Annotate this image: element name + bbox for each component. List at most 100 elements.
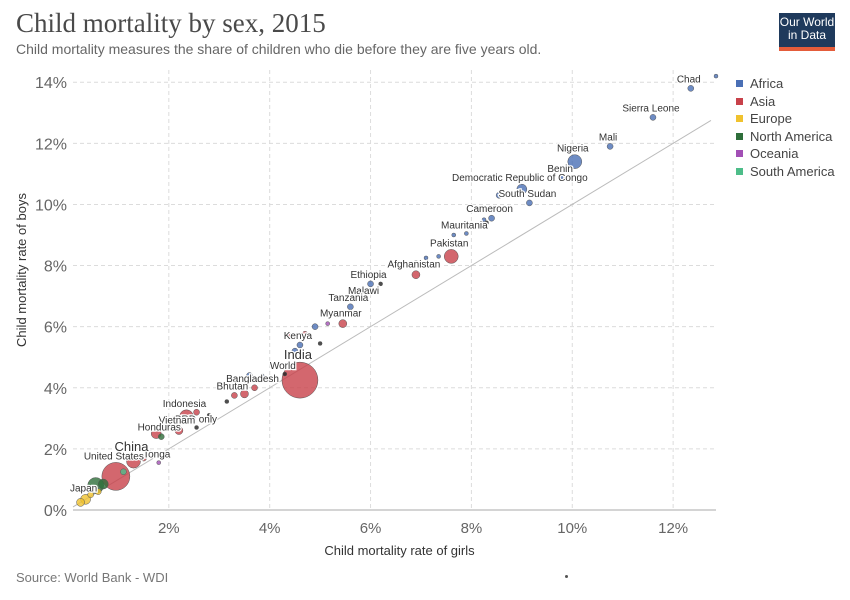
x-tick-label: 12% bbox=[658, 520, 688, 537]
data-point bbox=[287, 333, 293, 339]
y-tick-label: 2% bbox=[44, 442, 67, 459]
point-label: Democratic Republic of Congo bbox=[452, 173, 588, 184]
owid-logo[interactable]: Our World in Data bbox=[779, 13, 835, 51]
legend-item[interactable]: Asia bbox=[736, 93, 835, 111]
legend-item[interactable]: Europe bbox=[736, 110, 835, 128]
data-point bbox=[87, 491, 94, 498]
point-label: Afghanistan bbox=[388, 260, 441, 271]
data-point bbox=[120, 468, 127, 476]
y-tick-label: 8% bbox=[44, 259, 67, 276]
logo-line-2: in Data bbox=[787, 28, 827, 42]
point-label: Tonga bbox=[143, 450, 171, 461]
data-point bbox=[140, 454, 147, 462]
legend-item[interactable]: Oceania bbox=[736, 145, 835, 163]
legend-swatch bbox=[736, 150, 743, 158]
data-point bbox=[567, 154, 583, 169]
point-label: Chad bbox=[677, 74, 701, 85]
point-label: Indonesia bbox=[163, 399, 207, 410]
data-point bbox=[418, 263, 424, 268]
data-point bbox=[251, 384, 258, 392]
x-tick-label: 8% bbox=[461, 520, 483, 537]
y-tick-label: 6% bbox=[44, 320, 67, 337]
parity-line bbox=[72, 119, 712, 508]
legend: Africa Asia Europe North America Oceania Sout… bbox=[736, 75, 835, 180]
data-point bbox=[240, 389, 249, 399]
legend-label: Europe bbox=[750, 111, 792, 127]
data-point bbox=[296, 341, 304, 349]
data-point bbox=[126, 453, 141, 469]
data-point bbox=[282, 371, 288, 377]
y-tick-label: 14% bbox=[35, 75, 67, 92]
data-point bbox=[174, 426, 184, 435]
data-point bbox=[317, 341, 323, 346]
point-label: Malawi bbox=[348, 286, 379, 297]
data-point bbox=[495, 192, 503, 199]
legend-item[interactable]: South America bbox=[736, 163, 835, 181]
legend-item[interactable]: North America bbox=[736, 128, 835, 146]
legend-swatch bbox=[736, 132, 743, 140]
data-point bbox=[347, 303, 354, 311]
data-point bbox=[98, 478, 109, 490]
data-point bbox=[158, 433, 165, 440]
data-point bbox=[193, 408, 200, 416]
point-label: IBRD only bbox=[172, 415, 217, 426]
data-point bbox=[146, 449, 151, 455]
point-label: Japan bbox=[70, 483, 97, 494]
legend-label: Asia bbox=[750, 93, 776, 109]
data-point bbox=[291, 347, 299, 355]
source-note: Source: World Bank - WDI bbox=[16, 570, 169, 585]
legend-item[interactable]: Africa bbox=[736, 75, 835, 93]
point-label: Benin bbox=[547, 164, 573, 175]
data-point bbox=[259, 373, 265, 378]
point-label: Sierra Leone bbox=[622, 103, 680, 114]
chart-subtitle: Child mortality measures the share of ch… bbox=[16, 41, 542, 57]
point-label: Bangladesh bbox=[226, 374, 279, 385]
point-label: United States bbox=[84, 451, 144, 462]
point-label: Tanzania bbox=[328, 293, 368, 304]
data-point bbox=[713, 73, 719, 79]
data-point bbox=[526, 199, 533, 207]
point-label: Mali bbox=[599, 132, 617, 143]
data-point bbox=[687, 85, 695, 92]
data-point bbox=[411, 270, 421, 279]
footer-dot bbox=[565, 575, 568, 578]
data-point bbox=[94, 488, 102, 495]
x-tick-label: 4% bbox=[259, 520, 281, 537]
data-point bbox=[464, 231, 469, 236]
x-tick-label: 6% bbox=[360, 520, 382, 537]
point-label: India bbox=[284, 347, 313, 362]
data-point bbox=[246, 372, 253, 379]
data-point bbox=[338, 319, 348, 328]
legend-label: Oceania bbox=[750, 146, 799, 162]
data-point bbox=[311, 323, 319, 330]
point-label: Honduras bbox=[138, 423, 181, 434]
x-tick-label: 10% bbox=[557, 520, 587, 537]
data-point bbox=[206, 413, 212, 418]
data-point bbox=[451, 232, 457, 238]
data-point bbox=[367, 280, 374, 288]
data-point bbox=[488, 214, 495, 222]
y-tick-label: 0% bbox=[44, 503, 67, 520]
data-point bbox=[443, 249, 459, 264]
y-axis-label: Child mortality rate of boys bbox=[14, 193, 29, 347]
point-label: Kenya bbox=[284, 331, 313, 342]
data-point bbox=[156, 460, 161, 465]
y-tick-label: 10% bbox=[35, 197, 67, 214]
data-point bbox=[281, 361, 319, 399]
data-point bbox=[363, 296, 368, 302]
data-point bbox=[352, 287, 364, 299]
data-point bbox=[76, 498, 85, 507]
logo-accent-bar bbox=[779, 47, 835, 51]
data-point bbox=[224, 399, 230, 404]
legend-label: North America bbox=[750, 128, 833, 144]
point-label: Bhutan bbox=[217, 381, 249, 392]
chart-title: Child mortality by sex, 2015 bbox=[16, 8, 326, 38]
point-label: Mauritania bbox=[441, 220, 488, 231]
point-label: Cameroon bbox=[466, 204, 513, 215]
legend-label: South America bbox=[750, 163, 835, 179]
data-point bbox=[436, 254, 441, 259]
legend-swatch bbox=[736, 80, 743, 88]
logo-line-1: Our World bbox=[779, 15, 835, 29]
legend-swatch bbox=[736, 167, 743, 175]
